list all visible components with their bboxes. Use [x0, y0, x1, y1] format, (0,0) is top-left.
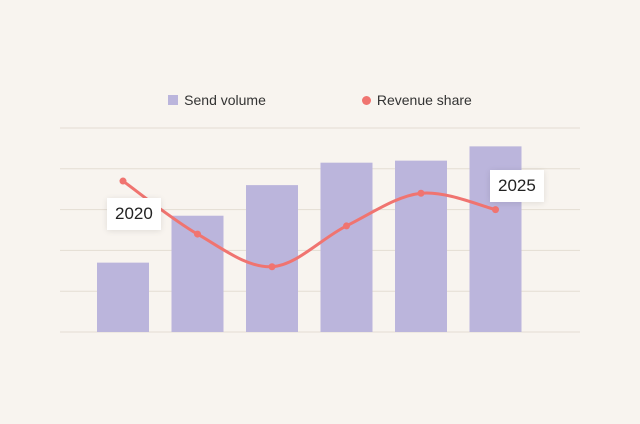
legend-item-revenue-share: Revenue share: [361, 92, 472, 108]
point-revenue-share-2021: [194, 230, 201, 238]
callout-start-year: 2020: [107, 198, 161, 230]
point-revenue-share-2020: [119, 177, 127, 185]
legend: Send volume Revenue share: [0, 92, 640, 108]
point-revenue-share-2022: [268, 263, 276, 271]
bar-send-volume-2023: [320, 162, 373, 332]
legend-label-revenue-share: Revenue share: [376, 92, 472, 108]
bar-send-volume-2024: [395, 160, 447, 332]
callout-end-year: 2025: [490, 170, 544, 202]
point-revenue-share-2025: [492, 206, 499, 214]
point-revenue-share-2024: [417, 189, 425, 197]
point-revenue-share-2023: [343, 222, 350, 230]
legend-item-send-volume: Send volume: [168, 92, 266, 108]
bar-send-volume-2022: [246, 185, 298, 332]
legend-swatch-revenue-share: [361, 95, 371, 105]
legend-label-send-volume: Send volume: [184, 92, 266, 108]
legend-swatch-send-volume: [168, 95, 179, 105]
bar-send-volume-2020: [97, 262, 149, 332]
